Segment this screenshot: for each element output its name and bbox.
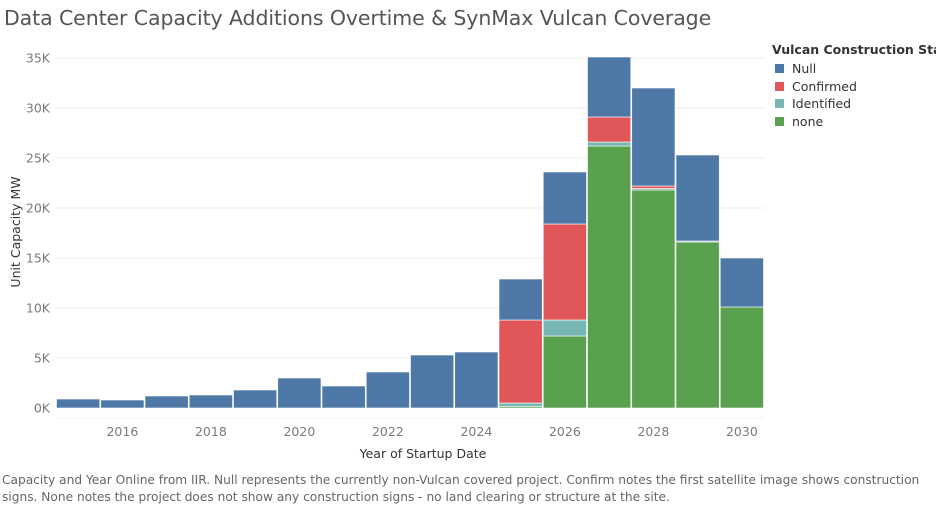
bar-segment-none-2030[interactable] <box>719 306 764 409</box>
caption: Capacity and Year Online from IIR. Null … <box>2 473 920 504</box>
legend-swatch-null <box>775 64 784 74</box>
legend-item-confirmed[interactable]: Confirmed <box>772 78 934 96</box>
y-tick-label: 10K <box>26 301 51 316</box>
x-tick-label: 2018 <box>195 424 227 439</box>
bar-segment-confirmed-2028[interactable] <box>631 185 676 189</box>
bar-segment-confirmed-2026[interactable] <box>542 223 587 321</box>
bar-segment-null-2026[interactable] <box>542 171 587 225</box>
legend-label-confirmed: Confirmed <box>792 78 857 94</box>
bar-segment-null-2016[interactable] <box>100 399 145 409</box>
bar-segment-null-2022[interactable] <box>365 371 410 409</box>
bar-segment-null-2024[interactable] <box>454 351 499 409</box>
legend-swatch-identified <box>775 99 784 109</box>
bar-segment-null-2028[interactable] <box>631 87 676 187</box>
legend-label-identified: Identified <box>792 96 852 112</box>
x-tick-label: 2016 <box>106 424 138 439</box>
legend-label-null: Null <box>792 61 817 77</box>
bar-segment-null-2025[interactable] <box>498 278 543 321</box>
bar-segment-identified-2027[interactable] <box>587 141 632 147</box>
bar-segment-null-2021[interactable] <box>321 385 366 409</box>
legend-swatch-none <box>775 116 784 126</box>
x-tick-label: 2024 <box>460 424 492 439</box>
x-axis-title: Year of Startup Date <box>359 446 487 461</box>
legend: Vulcan Construction Status Null Confirme… <box>772 42 936 131</box>
legend-title: Vulcan Construction Status <box>772 42 936 57</box>
bar-segment-confirmed-2027[interactable] <box>587 116 632 143</box>
y-tick-label: 30K <box>26 101 51 116</box>
y-axis-title: Unit Capacity MW <box>8 176 23 287</box>
bar-segment-null-2019[interactable] <box>233 389 278 409</box>
bar-segment-none-2029[interactable] <box>675 241 720 409</box>
axes: 0K 5K 10K 15K 20K 25K 30K 35K 2016 2018 2020 2022 20… <box>26 51 764 439</box>
stacked-bar-chart: 0K 5K 10K 15K 20K 25K 30K 35K 2016 2018 2020 2022 20… <box>8 51 764 461</box>
x-tick-label: 2030 <box>726 424 758 439</box>
bar-segment-null-2023[interactable] <box>410 354 455 409</box>
bar-segment-none-2027[interactable] <box>587 145 632 409</box>
legend-swatch-confirmed <box>775 81 784 91</box>
bar-segment-null-2018[interactable] <box>188 394 233 409</box>
bar-segment-null-2020[interactable] <box>277 377 322 409</box>
legend-item-none[interactable]: none <box>772 113 934 131</box>
bar-segment-null-2017[interactable] <box>144 395 189 409</box>
y-tick-label: 25K <box>26 151 51 166</box>
legend-item-identified[interactable]: Identified <box>772 95 934 113</box>
legend-label-none: none <box>792 113 824 129</box>
bar-segment-null-2027[interactable] <box>587 56 632 118</box>
bar-segment-identified-2026[interactable] <box>542 319 587 337</box>
x-tick-label: 2026 <box>549 424 581 439</box>
y-tick-label: 0K <box>34 401 51 416</box>
bar-segment-identified-2025[interactable] <box>498 402 543 407</box>
y-tick-label: 35K <box>26 51 51 66</box>
bar-segment-null-2015[interactable] <box>56 398 101 409</box>
bar-segment-null-2029[interactable] <box>675 154 720 242</box>
x-tick-label: 2022 <box>372 424 404 439</box>
y-tick-label: 5K <box>34 351 51 366</box>
chart-title: Data Center Capacity Additions Overtime … <box>4 6 712 30</box>
bar-segment-confirmed-2025[interactable] <box>498 319 543 404</box>
y-tick-label: 20K <box>26 201 51 216</box>
bar-segment-null-2030[interactable] <box>719 257 764 308</box>
bar-segment-none-2028[interactable] <box>631 189 676 409</box>
bar-segment-none-2026[interactable] <box>542 335 587 409</box>
x-tick-label: 2028 <box>637 424 669 439</box>
bars <box>56 56 764 409</box>
legend-item-null[interactable]: Null <box>772 60 934 78</box>
x-tick-label: 2020 <box>283 424 315 439</box>
y-tick-label: 15K <box>26 251 51 266</box>
